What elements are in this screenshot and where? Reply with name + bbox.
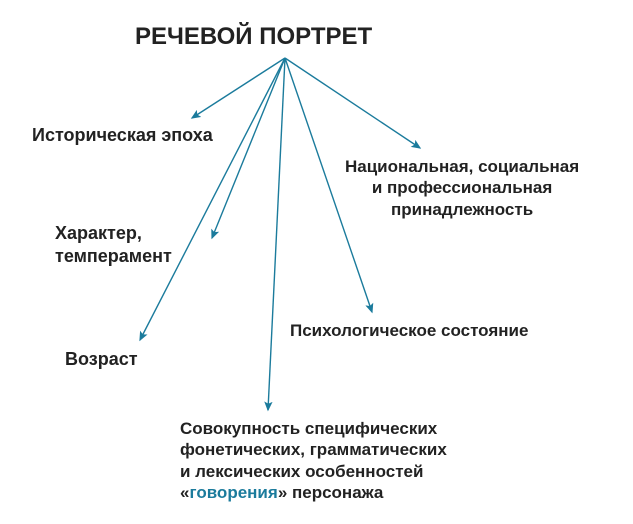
diagram-canvas: РЕЧЕВОЙ ПОРТРЕТ Историческая эпоха Национ… — [0, 0, 633, 524]
node-character: Характер, темперамент — [55, 222, 172, 267]
node-nationality: Национальная, социальная и профессиональ… — [345, 156, 579, 220]
node-psych: Психологическое состояние — [290, 320, 528, 341]
arrow-nationality — [285, 58, 420, 148]
arrow-era — [192, 58, 285, 118]
node-age: Возраст — [65, 348, 138, 371]
node-era: Историческая эпоха — [32, 124, 213, 147]
highlight-term: говорения — [189, 483, 277, 502]
arrow-summary — [268, 58, 285, 410]
arrow-age — [140, 58, 285, 340]
arrow-character — [212, 58, 285, 238]
root-node: РЕЧЕВОЙ ПОРТРЕТ — [135, 22, 372, 52]
node-summary: Совокупность специфическихфонетических, … — [180, 418, 447, 503]
